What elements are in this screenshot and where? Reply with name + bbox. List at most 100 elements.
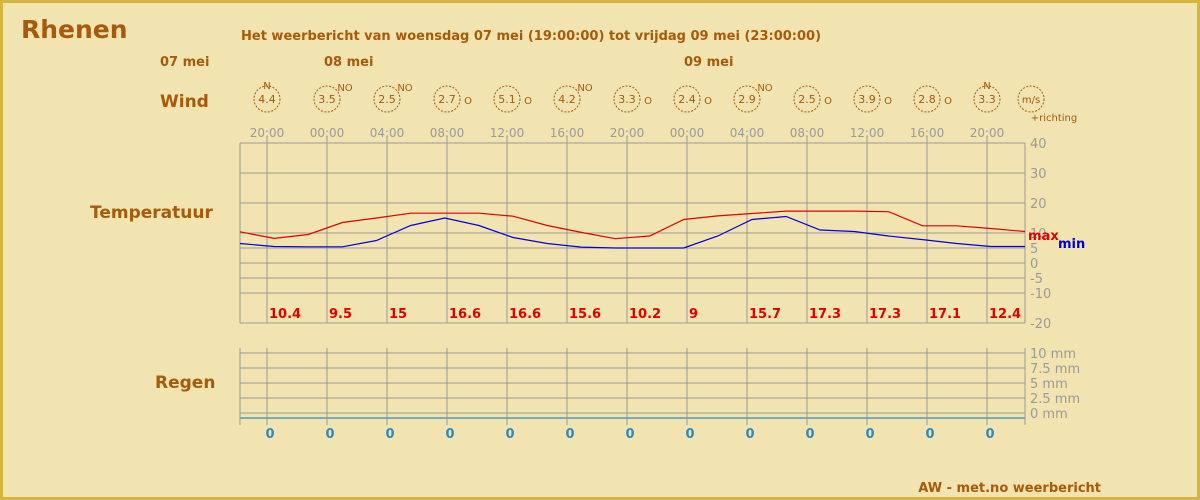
wind-speed: 2.7: [438, 93, 456, 106]
temp-max-label: 9: [689, 307, 698, 322]
time-label: 08:00: [430, 126, 465, 140]
time-label: 20:00: [250, 126, 285, 140]
wind-circle: [253, 85, 281, 113]
temp-max-label: 16.6: [449, 307, 481, 322]
rain-value-label: 0: [445, 427, 454, 442]
wind-speed: 3.3: [978, 93, 996, 106]
wind-circle: [913, 85, 941, 113]
wind-circle: [313, 85, 341, 113]
rain-tick-label: 5 mm: [1030, 377, 1068, 392]
wind-circle: [553, 85, 581, 113]
wind-direction: NO: [757, 83, 772, 94]
wind-direction: N: [263, 81, 270, 92]
rain-tick-label: 2.5 mm: [1030, 392, 1080, 407]
wind-direction: O: [704, 96, 712, 107]
temp-line-max: [239, 210, 1026, 240]
temp-max-label: 12.4: [989, 307, 1021, 322]
wind-circle: [493, 85, 521, 113]
time-label: 08:00: [790, 126, 825, 140]
rain-value-label: 0: [505, 427, 514, 442]
temp-line-min: [239, 215, 1025, 249]
wind-speed: 2.4: [678, 93, 696, 106]
wind-direction: O: [944, 96, 952, 107]
rain-value-label: 0: [865, 427, 874, 442]
day-label-2: 09 mei: [684, 55, 734, 70]
time-label: 16:00: [550, 126, 585, 140]
time-label: 04:00: [370, 126, 405, 140]
temp-tick-label: 0: [1030, 257, 1038, 272]
location-title: Rhenen: [21, 15, 128, 44]
rain-tick-label: 7.5 mm: [1030, 362, 1080, 377]
rain-value-label: 0: [685, 427, 694, 442]
wind-circle: [793, 85, 821, 113]
forecast-headline: Het weerbericht van woensdag 07 mei (19:…: [241, 29, 822, 44]
rain-value-label: 0: [805, 427, 814, 442]
wind-circle: [673, 85, 701, 113]
temp-tick-label: -20: [1030, 317, 1051, 332]
time-label: 16:00: [910, 126, 945, 140]
temp-max-label: 15.7: [749, 307, 781, 322]
wind-circle: [973, 85, 1001, 113]
temp-max-label: 17.1: [929, 307, 961, 322]
legend-min: min: [1058, 237, 1085, 252]
wind-direction: O: [824, 96, 832, 107]
wind-speed: 5.1: [498, 93, 516, 106]
temp-tick-label: 10: [1030, 227, 1047, 242]
wind-circle: [373, 85, 401, 113]
day-label-0: 07 mei: [160, 55, 210, 70]
wind-direction: NO: [577, 83, 592, 94]
wind-direction: O: [524, 96, 532, 107]
temp-tick-label: 40: [1030, 137, 1047, 152]
wind-direction: O: [464, 96, 472, 107]
wind-speed: 4.2: [558, 93, 576, 106]
wind-circle: [613, 85, 641, 113]
rain-value-label: 0: [565, 427, 574, 442]
wind-speed: 2.9: [738, 93, 756, 106]
temp-max-label: 17.3: [809, 307, 841, 322]
wind-direction: O: [884, 96, 892, 107]
rain-value-label: 0: [625, 427, 634, 442]
row-label-wind: Wind: [160, 92, 209, 112]
temp-max-label: 10.4: [269, 307, 301, 322]
wind-speed: 2.5: [798, 93, 816, 106]
rain-value-label: 0: [925, 427, 934, 442]
temp-max-label: 10.2: [629, 307, 661, 322]
rain-value-label: 0: [265, 427, 274, 442]
temp-tick-label: 5: [1030, 242, 1038, 257]
wind-speed: 2.8: [918, 93, 936, 106]
wind-direction: NO: [337, 83, 352, 94]
temp-tick-label: 30: [1030, 167, 1047, 182]
wind-speed: 4.4: [258, 93, 276, 106]
wind-direction-note: +richting: [1031, 113, 1078, 124]
legend-max: max: [1028, 229, 1059, 244]
rain-value-label: 0: [985, 427, 994, 442]
wind-speed: 3.9: [858, 93, 876, 106]
rain-value-label: 0: [385, 427, 394, 442]
time-label: 12:00: [850, 126, 885, 140]
temp-tick-label: 20: [1030, 197, 1047, 212]
wind-direction: N: [983, 81, 990, 92]
time-label: 12:00: [490, 126, 525, 140]
temp-tick-label: -5: [1030, 272, 1043, 287]
wind-unit-circle: [1017, 85, 1045, 113]
footer-credit: AW - met.no weerbericht: [918, 481, 1101, 496]
wind-speed: 3.3: [618, 93, 636, 106]
time-label: 20:00: [970, 126, 1005, 140]
temp-max-label: 9.5: [329, 307, 352, 322]
time-label: 00:00: [310, 126, 345, 140]
wind-speed: 3.5: [318, 93, 336, 106]
temp-tick-label: -10: [1030, 287, 1051, 302]
temp-max-label: 17.3: [869, 307, 901, 322]
wind-direction: NO: [397, 83, 412, 94]
wind-speed: 2.5: [378, 93, 396, 106]
wind-direction: O: [644, 96, 652, 107]
day-label-1: 08 mei: [324, 55, 374, 70]
temp-max-label: 15.6: [569, 307, 601, 322]
wind-circle: [433, 85, 461, 113]
time-label: 04:00: [730, 126, 765, 140]
temp-max-label: 16.6: [509, 307, 541, 322]
time-label: 00:00: [670, 126, 705, 140]
wind-circle: [733, 85, 761, 113]
